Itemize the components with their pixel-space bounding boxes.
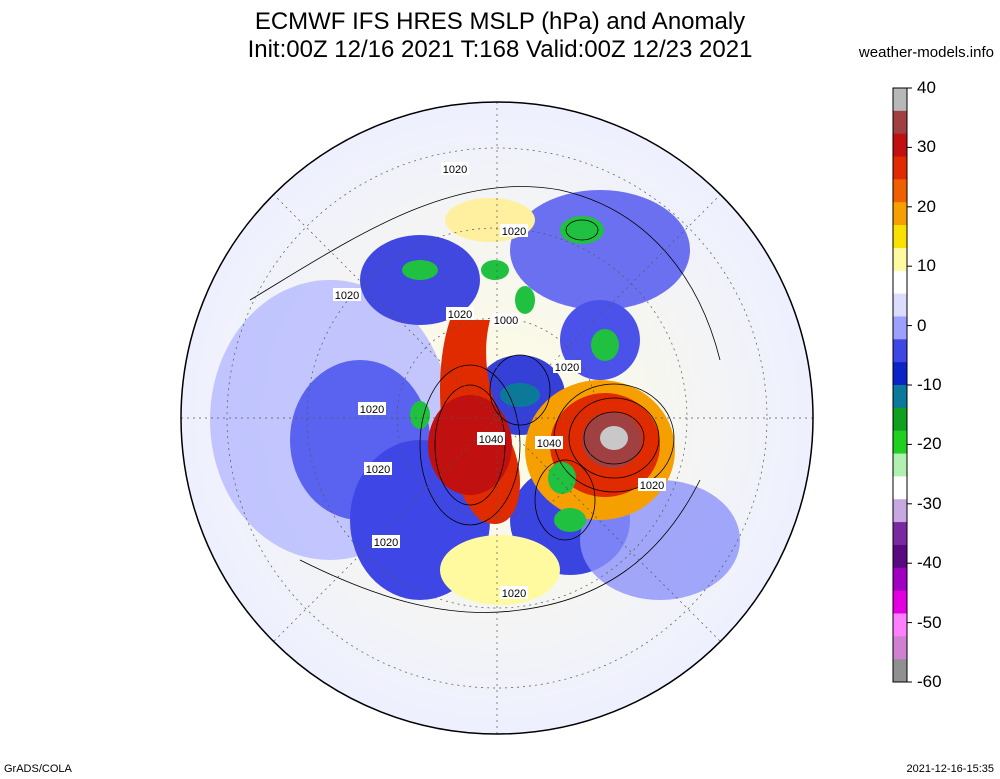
contour-labels: 1020 1020 1020 1020 1000 1020 1020 1040 1040 1020… [333,162,666,600]
contour-label: 1020 [333,288,361,302]
anomaly-field [181,102,813,734]
svg-text:1020: 1020 [366,464,390,476]
contour-label: 1020 [500,224,528,238]
svg-text:1020: 1020 [443,164,467,176]
colorbar-segment [893,430,907,455]
globe-outline [180,101,814,735]
contour-label: 1020 [638,478,666,492]
svg-text:1020: 1020 [640,480,664,492]
colorbar-tick-label: 10 [917,256,936,276]
contour-label: 1020 [372,535,400,549]
colorbar-segment [893,362,907,386]
colorbar-tick-label: 20 [917,196,936,216]
footer-software: GrADS/COLA [4,763,72,775]
colorbar-tick-label: 0 [917,315,927,335]
colorbar-segment [893,407,907,432]
colorbar-segment [893,339,907,363]
colorbar-segment [893,110,907,135]
source-credit: weather-models.info [858,44,994,61]
colorbar-segment [893,225,907,249]
svg-text:1040: 1040 [537,438,561,450]
colorbar-tick-label: -10 [917,375,942,394]
colorbar-segment [893,88,907,112]
colorbar-segment [893,613,907,637]
colorbar-tick-label: 30 [917,137,936,157]
colorbar-segment [893,453,907,477]
colorbar-segment [893,590,907,614]
colorbar-segment [893,247,907,272]
colorbar [892,87,912,683]
footer-timestamp: 2021-12-16-15:35 [906,763,994,775]
colorbar-segment [893,270,907,295]
colorbar-segment [893,133,907,158]
contour-label: 1020 [500,586,528,600]
colorbar-tick-label: -30 [917,493,942,513]
contour-label: 1020 [553,360,581,374]
svg-text:1020: 1020 [502,588,526,600]
contour-label: 1040 [535,436,563,450]
svg-text:1020: 1020 [448,309,472,321]
colorbar-tick-label: -60 [917,672,942,691]
colorbar-segment [893,179,907,203]
svg-text:1040: 1040 [479,434,503,446]
colorbar-segment [893,316,907,340]
colorbar-tick-label: -50 [917,612,942,632]
svg-text:1000: 1000 [494,315,518,327]
svg-text:1020: 1020 [374,537,398,549]
colorbar-segment [893,659,907,683]
svg-text:1020: 1020 [360,404,384,416]
contour-label: 1020 [441,162,469,176]
colorbar-segment [893,385,907,409]
colorbar-segment [893,202,907,226]
contour-label: 1020 [358,402,386,416]
contour-label: 1000 [492,313,520,327]
colorbar-segment [893,156,907,180]
colorbar-tick-label: -20 [917,434,942,454]
colorbar-tick-label: 40 [917,78,936,97]
contour-label: 1020 [364,462,392,476]
svg-text:1020: 1020 [335,290,359,302]
svg-text:1020: 1020 [502,226,526,238]
contour-label: 1020 [446,307,474,321]
svg-text:1020: 1020 [555,362,579,374]
colorbar-segment [893,499,907,523]
colorbar-segment [893,544,907,569]
chart-title: ECMWF IFS HRES MSLP (hPa) and Anomaly [254,8,746,35]
contour-label: 1040 [477,432,505,446]
colorbar-segment [893,636,907,660]
colorbar-segment [893,293,907,317]
colorbar-segment [893,567,907,592]
colorbar-segment [893,522,907,546]
colorbar-tick-label: -40 [917,553,942,573]
chart-subtitle: Init:00Z 12/16 2021 T:168 Valid:00Z 12/2… [247,36,753,63]
colorbar-segment [893,476,907,500]
